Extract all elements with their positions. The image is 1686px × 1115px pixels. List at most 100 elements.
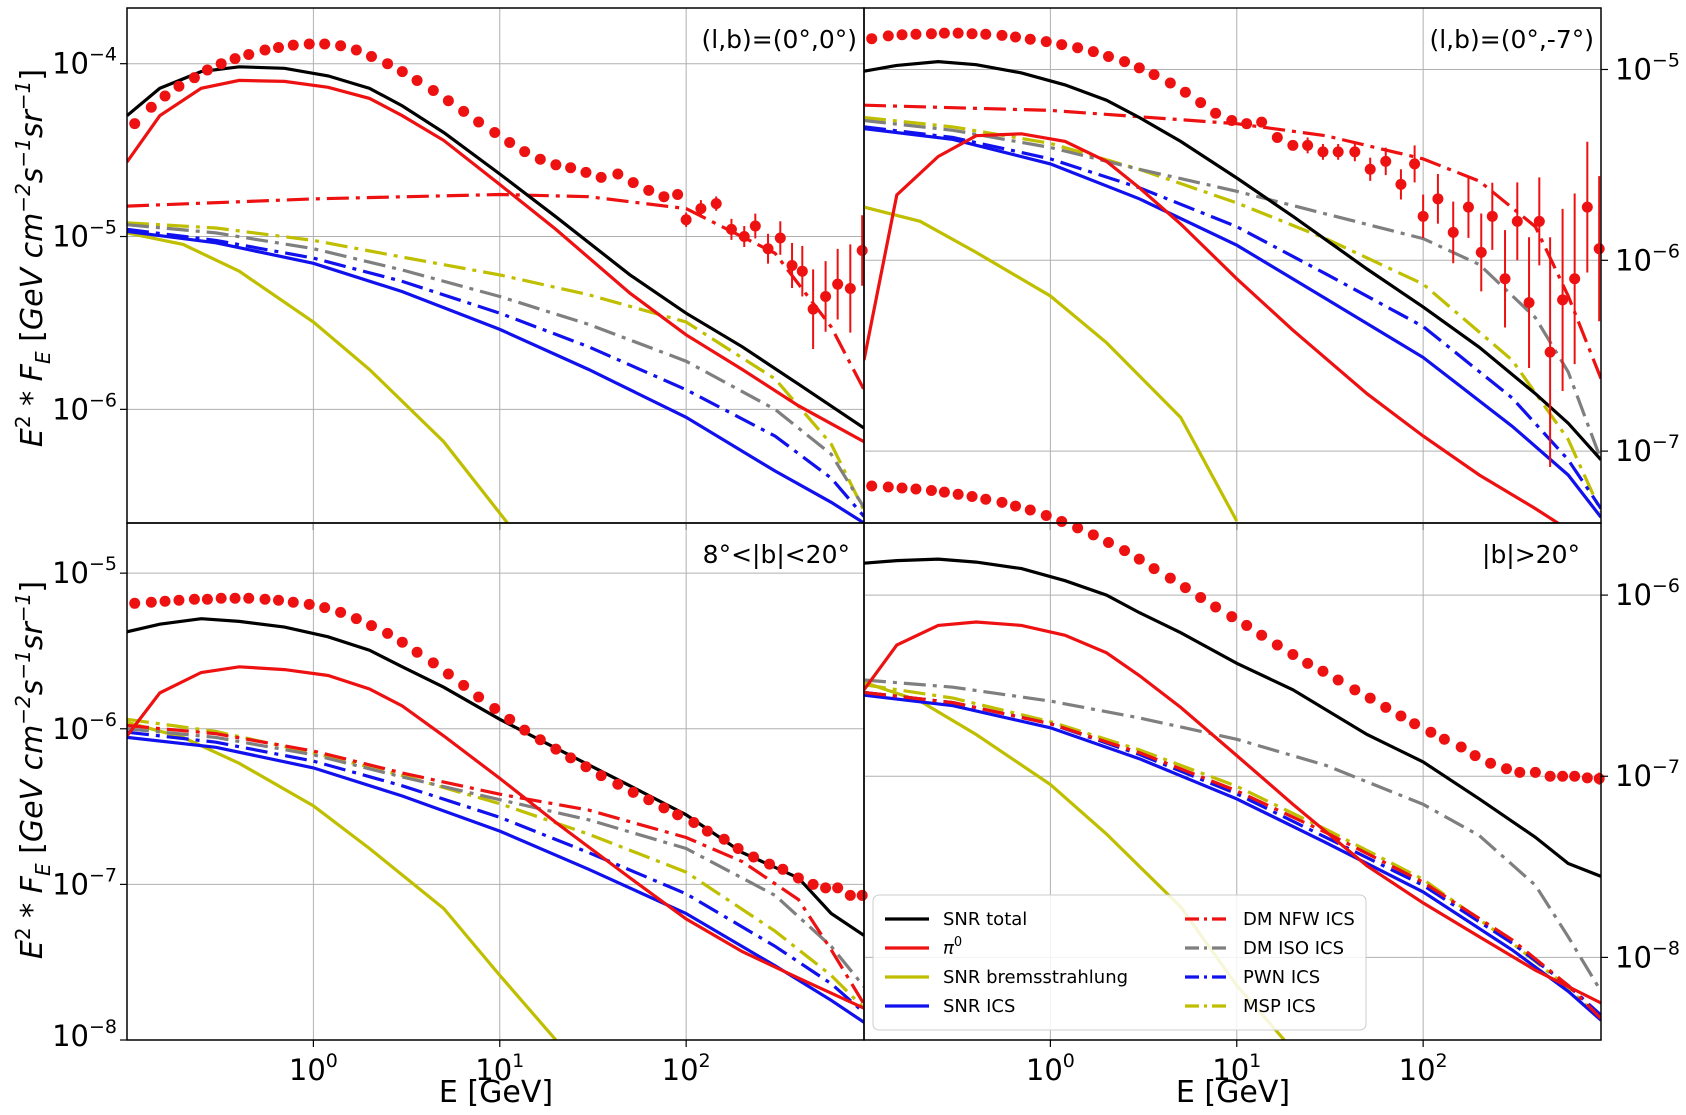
data-point [427, 84, 439, 96]
data-point [365, 620, 377, 632]
data-point [1317, 146, 1329, 158]
data-point [866, 480, 878, 492]
data-point [489, 126, 501, 138]
data-point [1133, 62, 1145, 74]
data-point [1593, 243, 1605, 255]
data-point [1485, 757, 1497, 769]
legend-label-dm-iso: DM ISO ICS [1243, 938, 1344, 959]
data-point [229, 53, 241, 65]
data-point [1256, 116, 1268, 128]
data-point [1462, 201, 1474, 213]
series-snr-total [127, 65, 864, 430]
data-point [996, 29, 1008, 41]
panel-frame [863, 522, 1602, 1041]
data-point [1523, 297, 1535, 309]
legend-label-pwn-ics: PWN ICS [1243, 967, 1320, 988]
data-point [534, 734, 546, 746]
series-dm-iso [127, 223, 864, 509]
data-point [442, 668, 454, 680]
series-pwn-ics [127, 227, 864, 518]
panel-1: 10−6 10−5 10−4 (l,b)=(0°,0°) [52, 7, 868, 530]
data-point [1425, 726, 1437, 738]
xtick-label: 101 [1212, 1050, 1261, 1087]
data-point [701, 825, 713, 837]
data-point [980, 28, 992, 40]
data-point [565, 752, 577, 764]
legend-label-pi0: π0 [943, 935, 962, 959]
xtick-label: 100 [289, 1050, 338, 1087]
data-point [1544, 770, 1556, 782]
data-point [1364, 692, 1376, 704]
data-point [1475, 246, 1487, 258]
data-point [1417, 210, 1429, 222]
series-pwn-ics [127, 730, 864, 1014]
data-point [910, 28, 922, 40]
legend-label-snr-ics: SNR ICS [943, 996, 1015, 1017]
series-pwn-ics [864, 125, 1601, 510]
data-point [287, 39, 299, 51]
panel-label: |b|>20° [1482, 540, 1580, 569]
data-point [1409, 158, 1421, 170]
data-point [442, 95, 454, 107]
panel-frame [126, 7, 865, 524]
data-point [695, 203, 707, 215]
series-snr-total [864, 59, 1601, 461]
data-point [411, 646, 423, 658]
data-point [1447, 226, 1459, 238]
data-point [534, 153, 546, 165]
data-point [595, 770, 607, 782]
data-point [612, 168, 624, 180]
series-snr-ics [127, 229, 864, 523]
data-point [1024, 33, 1036, 45]
series-pi0 [127, 665, 864, 1010]
data-point [580, 761, 592, 773]
series-snr-brems [127, 720, 558, 1040]
series-snr-total [864, 557, 1601, 878]
series-dm-iso [127, 727, 864, 988]
data-point [411, 74, 423, 86]
data-point [938, 27, 950, 39]
data-point [259, 593, 271, 605]
data-point [1056, 515, 1068, 527]
legend-label-snr-brems: SNR bremsstrahlung [943, 967, 1128, 988]
data-point [966, 491, 978, 503]
data-point [550, 159, 562, 171]
data-point [335, 606, 347, 618]
data-point [382, 627, 394, 639]
data-point [725, 223, 737, 235]
data-point [595, 171, 607, 183]
data-point [1179, 86, 1191, 98]
data-point [427, 657, 439, 669]
legend-label-snr-total: SNR total [943, 909, 1027, 930]
ytick-label: 10−6 [52, 389, 117, 426]
data-point [820, 882, 832, 894]
data-point [173, 594, 185, 606]
data-point [303, 38, 315, 50]
data-point [786, 259, 798, 271]
data-point [319, 602, 331, 614]
panel-label: (l,b)=(0°,-7°) [1429, 25, 1594, 54]
panel-3: 100 101 102 10−8 10−7 10−6 10−5 8°<|b|<20° [52, 522, 868, 1087]
data-point [1593, 773, 1605, 785]
data-point [580, 166, 592, 178]
data-point [287, 596, 299, 608]
data-point [335, 40, 347, 52]
data-point [1409, 718, 1421, 730]
data-point [201, 593, 213, 605]
data-point [1133, 553, 1145, 565]
data-point [1514, 766, 1526, 778]
data-point [1179, 582, 1191, 594]
data-point [1380, 155, 1392, 167]
data-point [643, 794, 655, 806]
data-point [1581, 201, 1593, 213]
data-point [1581, 772, 1593, 784]
data-point [688, 816, 700, 828]
data-point [1557, 770, 1569, 782]
data-point [1533, 215, 1545, 227]
data-point [259, 44, 271, 56]
panel-label: (l,b)=(0°,0°) [702, 25, 857, 54]
data-point [215, 58, 227, 70]
ytick-label: 10−6 [1615, 575, 1680, 612]
data-point [658, 802, 670, 814]
series-dm-iso [864, 678, 1601, 993]
